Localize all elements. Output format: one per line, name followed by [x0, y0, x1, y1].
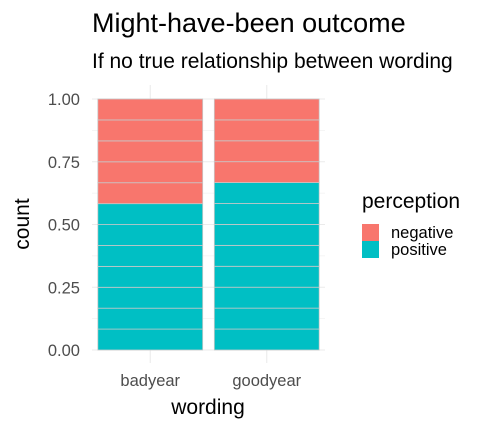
- bar-segment-positive-goodyear: [213, 328, 320, 351]
- legend-label-negative: negative: [391, 224, 453, 242]
- bar-segment-negative-badyear: [97, 161, 204, 184]
- bar-segment-positive-badyear: [97, 265, 204, 288]
- bar-segment-positive-badyear: [97, 203, 204, 225]
- x-axis-title: wording: [170, 396, 245, 419]
- bar-segment-positive-goodyear: [213, 265, 320, 288]
- bar-segment-positive-badyear: [97, 245, 204, 267]
- chart-title: Might-have-been outcome: [92, 8, 406, 38]
- bar-segment-positive-badyear: [97, 307, 204, 330]
- bar-segment-negative-badyear: [97, 140, 204, 163]
- x-tick-label: badyear: [120, 372, 180, 390]
- legend-label-positive: positive: [391, 241, 447, 259]
- y-tick-label: 0.25: [48, 279, 80, 297]
- bar-segment-positive-goodyear: [213, 224, 320, 246]
- y-axis-title: count: [11, 198, 34, 250]
- y-tick-label: 1.00: [48, 91, 80, 109]
- bar-segment-positive-goodyear: [213, 286, 320, 309]
- chart-subtitle: If no true relationship between wording: [92, 50, 453, 73]
- legend-key-negative: [362, 224, 379, 241]
- legend-title: perception: [362, 190, 460, 213]
- bar-segment-negative-badyear: [97, 119, 204, 142]
- legend-key-positive: [362, 241, 379, 258]
- bar-segment-positive-goodyear: [213, 182, 320, 204]
- bar-segment-positive-goodyear: [213, 307, 320, 330]
- bar-segment-positive-badyear: [97, 328, 204, 351]
- bar-segment-negative-goodyear: [213, 98, 320, 121]
- bar-segment-positive-badyear: [97, 224, 204, 246]
- bar-segment-positive-goodyear: [213, 203, 320, 225]
- x-axis-ticks: badyear goodyear: [120, 372, 301, 390]
- bar-segment-negative-goodyear: [213, 161, 320, 183]
- bars: [97, 98, 320, 351]
- y-tick-label: 0.50: [48, 217, 80, 235]
- y-axis-ticks: 0.00 0.25 0.50 0.75 1.00: [48, 91, 80, 360]
- y-tick-label: 0.00: [48, 342, 80, 360]
- bar-segment-negative-goodyear: [213, 119, 320, 142]
- bar-segment-positive-goodyear: [213, 244, 320, 267]
- bar-segment-positive-badyear: [97, 286, 204, 309]
- bar-segment-negative-badyear: [97, 182, 204, 205]
- x-tick-label: goodyear: [232, 372, 301, 390]
- y-tick-label: 0.75: [48, 154, 80, 172]
- bar-segment-negative-goodyear: [213, 140, 320, 163]
- bar-segment-negative-badyear: [97, 98, 204, 121]
